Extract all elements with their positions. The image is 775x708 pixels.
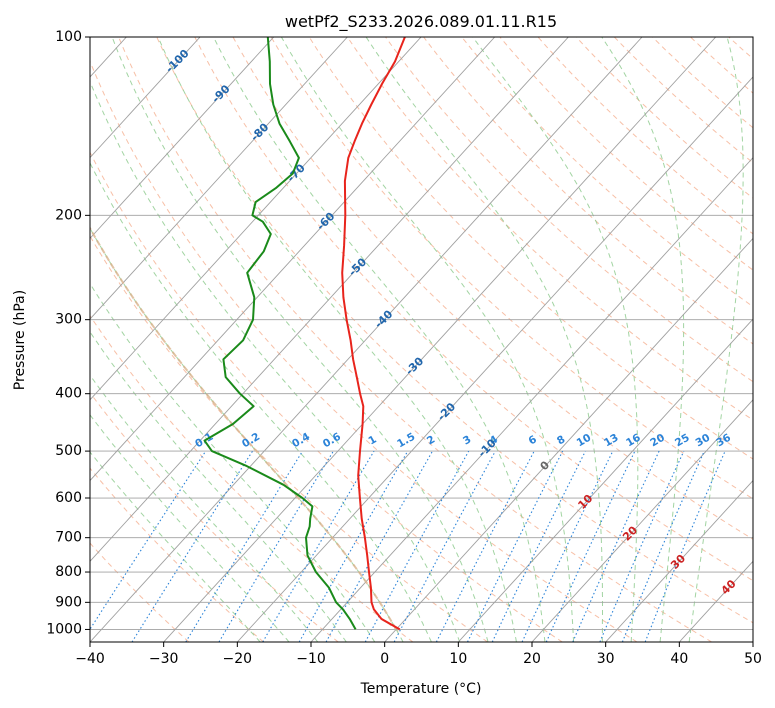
- isotherm: [458, 318, 753, 642]
- isotherm: [90, 37, 275, 240]
- dry-adiabat: [90, 467, 264, 642]
- x-tick-label: −40: [75, 651, 105, 667]
- y-tick-label: 300: [55, 312, 82, 328]
- moist-adiabat: [601, 37, 685, 642]
- y-tick-label: 500: [55, 443, 82, 459]
- isotherm: [90, 37, 422, 401]
- x-axis: −40 −30 −20 −10 0 10 20 30 40 50: [75, 642, 762, 667]
- mixing-ratio-line: [364, 450, 470, 642]
- y-tick-label: 400: [55, 386, 82, 402]
- mixing-ratio-line: [621, 450, 705, 642]
- dry-adiabat: [90, 235, 488, 642]
- y-tick-label: 200: [55, 207, 82, 223]
- x-tick-label: −20: [223, 651, 253, 667]
- moist-adiabat: [90, 80, 461, 642]
- mixing-ratio-line: [185, 450, 304, 642]
- x-tick-label: −10: [296, 651, 326, 667]
- mixing-ratio-line: [393, 450, 496, 642]
- y-axis: 100 200 300 400 500 600 700 800 900 1000: [46, 29, 90, 637]
- x-tick-label: 10: [449, 651, 467, 667]
- isotherm: [90, 37, 496, 482]
- dry-adiabat: [90, 151, 563, 642]
- plot-area: [90, 37, 753, 642]
- isotherm: [310, 156, 753, 642]
- y-axis-label: Pressure (hPa): [12, 290, 28, 390]
- moist-adiabat: [157, 37, 517, 642]
- dry-adiabat: [194, 37, 753, 582]
- x-tick-label: 30: [597, 651, 615, 667]
- isotherm: [605, 479, 753, 642]
- moist-adiabat: [90, 374, 319, 642]
- mixing-ratio-line: [467, 450, 564, 642]
- profile-lines: [203, 37, 406, 631]
- dry-adiabat: [346, 37, 753, 421]
- isotherm: [90, 37, 201, 159]
- isotherm: [531, 399, 753, 642]
- temperature-profile: [341, 37, 406, 631]
- y-tick-label: 800: [55, 564, 82, 580]
- moist-adiabat: [111, 37, 489, 642]
- y-tick-label: 900: [55, 594, 82, 610]
- dry-adiabat: [156, 37, 753, 624]
- isotherm: [163, 37, 717, 642]
- x-axis-label: Temperature (°C): [360, 681, 482, 697]
- isotherm: [384, 237, 753, 642]
- moist-adiabat: [90, 282, 376, 642]
- mixing-ratio-line: [599, 450, 685, 642]
- background-lines: [90, 37, 753, 642]
- moist-adiabat: [472, 37, 639, 642]
- mixing-ratio-line: [644, 450, 726, 642]
- y-tick-label: 1000: [46, 621, 82, 637]
- moist-adiabat: [90, 451, 261, 642]
- y-tick-label: 700: [55, 530, 82, 546]
- y-tick-label: 600: [55, 490, 82, 506]
- moist-adiabat: [688, 37, 744, 642]
- y-tick-label: 100: [55, 29, 82, 45]
- x-tick-label: −30: [149, 651, 179, 667]
- dry-adiabat: [461, 37, 753, 308]
- isotherm: [752, 641, 753, 642]
- isotherm: [237, 76, 753, 642]
- x-tick-label: 40: [670, 651, 688, 667]
- isotherm: [90, 37, 348, 320]
- isotherm: [90, 37, 643, 642]
- dry-adiabat: [270, 37, 753, 500]
- chart-title: wetPf2_S233.2026.089.01.11.R15: [285, 12, 557, 32]
- x-tick-label: 0: [380, 651, 389, 667]
- dry-adiabat: [232, 37, 753, 540]
- plot-frame: [89, 36, 754, 643]
- mixing-ratio-line: [131, 450, 254, 642]
- moist-adiabat: [280, 37, 575, 642]
- isotherm: [90, 37, 569, 562]
- dewpoint-profile: [203, 37, 357, 630]
- moist-adiabat: [90, 161, 432, 642]
- mixing-ratio-line: [572, 450, 660, 642]
- x-tick-label: 50: [744, 651, 762, 667]
- mixing-ratio-line: [90, 450, 207, 631]
- moist-adiabat: [365, 37, 603, 642]
- moist-adiabat: [90, 414, 290, 642]
- x-tick-label: 20: [523, 651, 541, 667]
